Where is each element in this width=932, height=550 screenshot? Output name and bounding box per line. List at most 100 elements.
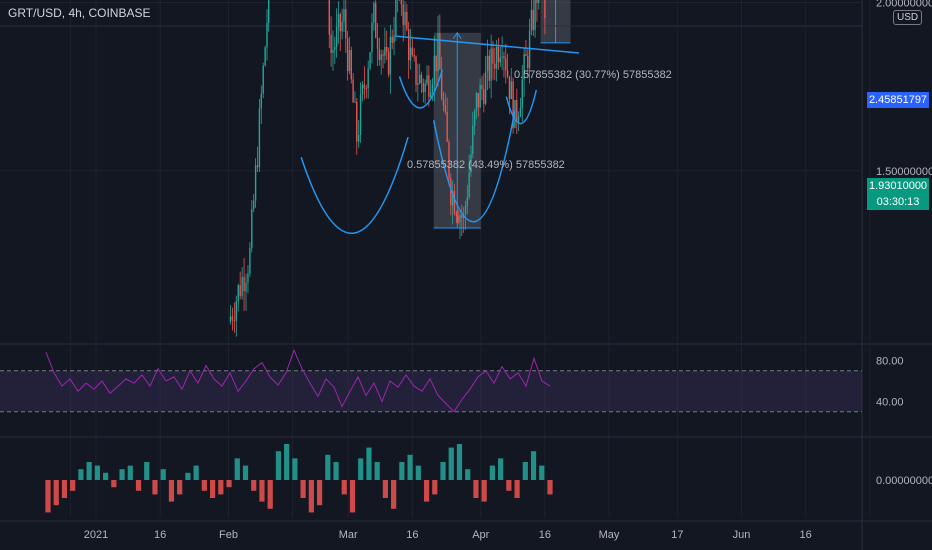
candle-body-74 xyxy=(365,88,367,89)
candle-body-99 xyxy=(411,47,414,56)
candle-body-68 xyxy=(354,101,356,103)
candle-body-143 xyxy=(492,48,494,64)
axes: 3.000000002.500000002.000000001.50000000… xyxy=(84,0,932,541)
pattern-arc-1 xyxy=(398,69,443,109)
candle-body-80 xyxy=(376,37,379,49)
candle-body-104 xyxy=(420,74,423,84)
candle-body-17 xyxy=(262,65,264,94)
candle-body-159 xyxy=(521,79,523,108)
candle-body-20 xyxy=(268,0,270,23)
candle-body-117 xyxy=(444,105,447,112)
histogram-pane[interactable] xyxy=(45,444,553,513)
time-tick-5: Apr xyxy=(472,529,489,541)
candle-body-3 xyxy=(235,301,237,321)
candle-body-8 xyxy=(245,282,247,292)
candle-body-107 xyxy=(426,75,428,84)
candle-body-146 xyxy=(497,46,500,63)
hist-bar-2 xyxy=(61,480,68,498)
hist-bar-34 xyxy=(325,454,331,480)
candle-body-89 xyxy=(393,35,395,43)
candle-body-102 xyxy=(417,83,419,85)
candle-body-142 xyxy=(490,48,492,81)
hist-bar-32 xyxy=(308,480,314,513)
hist-bar-22 xyxy=(226,480,232,488)
candle-body-90 xyxy=(395,0,397,36)
candle-body-113 xyxy=(437,32,439,72)
hist-bar-6 xyxy=(94,465,100,480)
hist-bar-53 xyxy=(481,480,487,502)
candle-body-152 xyxy=(508,76,511,100)
hist-bar-55 xyxy=(498,458,504,480)
hist-bar-44 xyxy=(407,454,413,480)
candle-body-108 xyxy=(428,75,430,98)
hist-bar-12 xyxy=(144,462,150,480)
candle-body-132 xyxy=(472,125,474,155)
candle-body-136 xyxy=(479,84,481,108)
hist-bar-41 xyxy=(382,480,389,498)
candle-body-145 xyxy=(495,46,498,69)
drawings-front[interactable]: 0.57855382 (43.49%) 57855382 0.57855382 (… xyxy=(300,35,672,235)
hist-bar-51 xyxy=(465,469,471,480)
candle-body-147 xyxy=(499,57,501,63)
target-price-tag: 2.45851797 xyxy=(867,92,929,108)
hist-bar-61 xyxy=(547,480,553,495)
hist-bar-39 xyxy=(366,447,372,480)
candle-body-131 xyxy=(470,154,472,173)
candle-body-78 xyxy=(373,3,375,23)
candle-body-15 xyxy=(258,108,261,168)
hist-bar-14 xyxy=(160,469,166,480)
candle-body-69 xyxy=(356,101,358,142)
candle-body-103 xyxy=(418,74,421,84)
candle-body-0 xyxy=(229,316,232,323)
candle-body-129 xyxy=(466,197,469,206)
candle-body-77 xyxy=(371,22,373,53)
hist-bar-21 xyxy=(218,480,224,495)
time-tick-6: 16 xyxy=(539,529,551,541)
candle-body-124 xyxy=(457,216,459,223)
price-tick-2: 2.00000000 xyxy=(876,0,932,10)
price-candles xyxy=(229,0,546,337)
candle-body-157 xyxy=(517,116,520,122)
candle-body-93 xyxy=(400,0,403,5)
candle-body-13 xyxy=(254,165,257,201)
candle-body-94 xyxy=(402,4,404,25)
candle-body-171 xyxy=(544,0,546,18)
candle-body-96 xyxy=(406,11,408,30)
candle-body-126 xyxy=(461,215,463,219)
pattern-arc-2 xyxy=(432,110,516,223)
candle-body-61 xyxy=(341,21,343,32)
candle-body-97 xyxy=(407,29,410,61)
hist-bar-59 xyxy=(530,451,537,480)
candle-body-88 xyxy=(391,36,393,43)
candle-body-57 xyxy=(334,46,336,50)
candle-body-168 xyxy=(538,0,540,3)
candle-body-165 xyxy=(532,10,534,31)
hist-bar-10 xyxy=(127,465,133,480)
hist-bar-48 xyxy=(440,462,446,480)
hist-bar-38 xyxy=(358,458,364,480)
currency-badge[interactable]: USD xyxy=(893,10,923,25)
candle-body-5 xyxy=(239,285,241,297)
candle-body-6 xyxy=(241,276,243,297)
symbol-title[interactable]: GRT/USD, 4h, COINBASE xyxy=(8,6,151,20)
hist-bar-29 xyxy=(284,444,290,480)
hist-bar-42 xyxy=(391,480,397,509)
hist-bar-20 xyxy=(209,480,216,498)
hist-bar-19 xyxy=(201,480,207,491)
hist-bar-36 xyxy=(341,480,347,495)
candle-body-66 xyxy=(350,49,352,80)
hist-bar-37 xyxy=(349,480,356,513)
candle-body-149 xyxy=(503,56,505,59)
candle-body-156 xyxy=(516,100,518,122)
candle-body-54 xyxy=(328,0,330,35)
candle-body-60 xyxy=(339,13,341,32)
rsi-pane[interactable] xyxy=(0,348,862,413)
candle-body-100 xyxy=(413,55,415,57)
candle-body-63 xyxy=(345,9,347,39)
candle-body-7 xyxy=(243,276,245,292)
candle-body-75 xyxy=(367,68,369,89)
candle-body-65 xyxy=(348,49,351,72)
rsi-tick-0: 80.00 xyxy=(876,356,904,368)
hist-bar-54 xyxy=(489,465,495,480)
